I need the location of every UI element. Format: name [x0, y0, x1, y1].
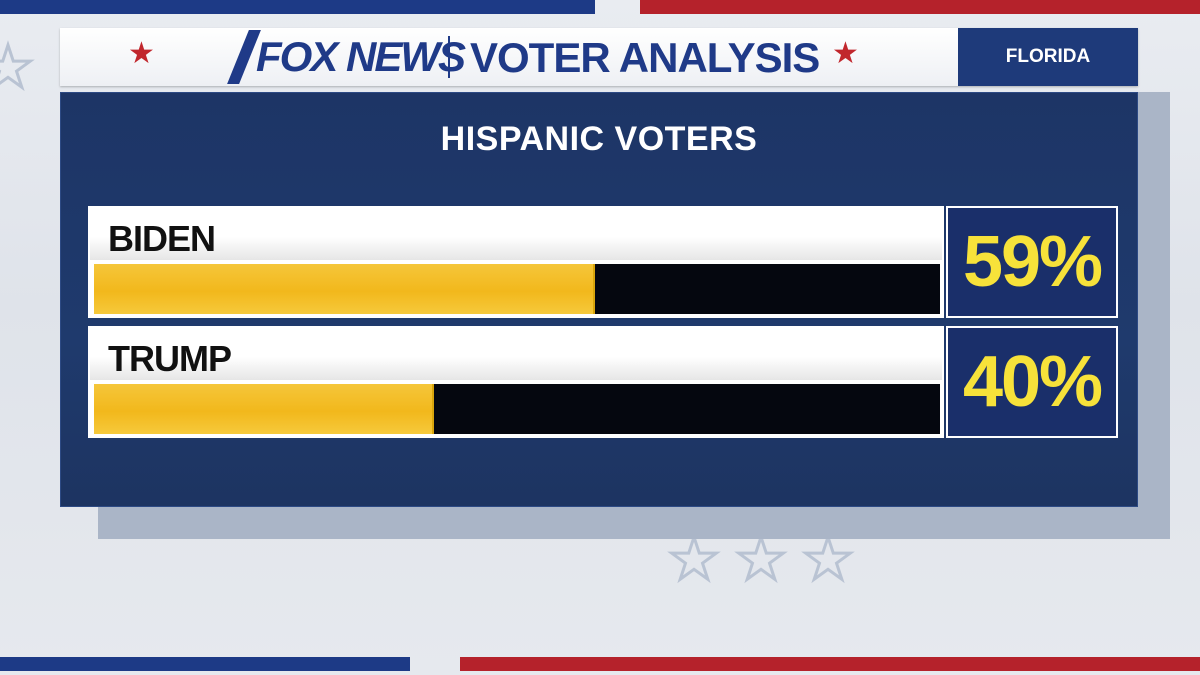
- bar-trump: [94, 384, 435, 434]
- bar-label-area: TRUMP: [90, 328, 942, 380]
- top-left-stripe: [0, 0, 595, 14]
- header-bar: ★ FOX NEWS VOTER ANALYSIS ★ FLORIDA: [60, 28, 1138, 86]
- bottom-left-stripe: [0, 657, 410, 671]
- data-label-biden: 59%: [962, 222, 1103, 302]
- chart-title: HISPANIC VOTERS: [440, 120, 758, 158]
- bar-label-biden: BIDEN: [108, 218, 216, 259]
- chart-panel: HISPANIC VOTERS BIDEN 59% TRUMP 40%: [60, 92, 1138, 507]
- red-star-icon: ★: [832, 36, 859, 71]
- bar-row-main: TRUMP: [88, 326, 944, 438]
- bar-track: [94, 384, 940, 434]
- value-box-trump: 40%: [946, 326, 1118, 438]
- bar-biden: [94, 264, 596, 314]
- header-divider: [448, 36, 450, 78]
- bottom-right-stripe: [460, 657, 1200, 671]
- bar-track: [94, 264, 940, 314]
- page-title: VOTER ANALYSIS: [470, 34, 820, 81]
- state-label: FLORIDA: [1005, 46, 1091, 67]
- state-badge: FLORIDA: [958, 28, 1138, 86]
- bar-label-area: BIDEN: [90, 208, 942, 260]
- brand-name: FOX NEWS: [256, 33, 466, 80]
- red-star-icon: ★: [128, 36, 155, 71]
- top-right-stripe: [640, 0, 1200, 14]
- bar-row-trump: TRUMP 40%: [88, 326, 1118, 438]
- bar-label-trump: TRUMP: [108, 338, 232, 379]
- value-box-biden: 59%: [946, 206, 1118, 318]
- bar-row-main: BIDEN: [88, 206, 944, 318]
- decorative-star-icon: ★: [0, 33, 36, 101]
- bar-row-biden: BIDEN 59%: [88, 206, 1118, 318]
- data-label-trump: 40%: [962, 342, 1103, 422]
